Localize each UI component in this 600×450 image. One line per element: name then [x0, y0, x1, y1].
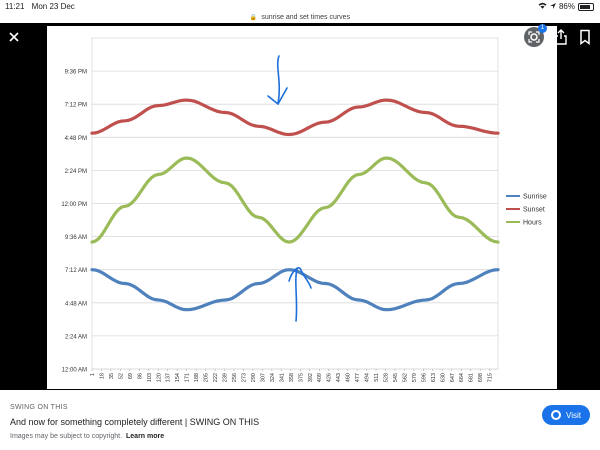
- y-tick-label: 2:24 PM: [65, 169, 87, 175]
- close-button[interactable]: [7, 30, 21, 44]
- source-name[interactable]: SWING ON THIS: [10, 404, 68, 411]
- share-icon: [555, 29, 567, 45]
- x-tick-label: 120: [156, 373, 162, 382]
- globe-icon: [551, 410, 562, 420]
- x-tick-label: 528: [384, 373, 390, 382]
- x-tick-label: 613: [431, 373, 437, 382]
- copyright-text: Images may be subject to copyright.: [10, 433, 123, 440]
- x-tick-label: 698: [478, 373, 484, 382]
- x-tick-label: 188: [194, 373, 200, 382]
- x-tick-label: 290: [251, 373, 257, 382]
- chart-image: 12:00 AM 2:24 AM 4:48 AM 7:12 AM 9:36 AM 12:0…: [47, 26, 557, 389]
- image-info-panel: SWING ON THIS And now for something comp…: [0, 390, 600, 450]
- x-tick-label: 18: [99, 373, 105, 379]
- x-tick-label: 69: [128, 373, 134, 379]
- visit-label: Visit: [566, 410, 581, 420]
- lock-icon: 🔒: [249, 15, 258, 21]
- lens-button[interactable]: 1: [524, 24, 547, 47]
- x-tick-label: 545: [393, 373, 399, 382]
- series-line-sunrise: [90, 268, 500, 312]
- x-tick-label: 426: [327, 373, 333, 382]
- x-tick-label: 86: [137, 373, 143, 379]
- x-tick-label: 443: [336, 373, 342, 382]
- share-button[interactable]: [554, 29, 568, 45]
- image-title[interactable]: And now for something completely differe…: [10, 417, 260, 427]
- y-tick-label: 9:36 PM: [65, 70, 87, 76]
- bookmark-icon: [580, 29, 590, 45]
- y-tick-label: 4:48 AM: [65, 301, 87, 307]
- x-tick-label: 307: [260, 373, 266, 382]
- lens-icon: [528, 31, 540, 43]
- x-tick-label: 35: [109, 373, 115, 379]
- y-tick-label: 12:00 PM: [61, 202, 87, 208]
- series-line-hours: [90, 156, 500, 244]
- x-tick-label: 273: [241, 373, 247, 382]
- x-tick-label: 205: [204, 373, 210, 382]
- battery-icon: [578, 2, 594, 11]
- x-tick-label: 494: [365, 373, 371, 382]
- wifi-icon: [538, 2, 547, 11]
- x-tick-label: 460: [346, 373, 352, 382]
- x-tick-label: 171: [185, 373, 191, 382]
- location-icon: [549, 2, 556, 11]
- line-chart: 12:00 AM 2:24 AM 4:48 AM 7:12 AM 9:36 AM 12:0…: [61, 37, 547, 382]
- legend-label-hours: Hours: [523, 220, 542, 227]
- series-line-sunset: [90, 98, 500, 137]
- battery-percent: 86%: [558, 2, 575, 11]
- x-tick-label: 715: [488, 373, 494, 382]
- url-bar[interactable]: 🔒 sunrise and set times curves: [0, 12, 600, 24]
- x-tick-label: 239: [223, 373, 229, 382]
- x-tick-label: 154: [175, 373, 181, 382]
- x-tick-label: 392: [308, 373, 314, 382]
- x-tick-label: 664: [459, 373, 465, 382]
- close-icon: [9, 32, 19, 42]
- annotation-arrow-up: [288, 266, 312, 322]
- visit-button[interactable]: Visit: [542, 405, 590, 425]
- legend-label-sunrise: Sunrise: [523, 194, 547, 201]
- image-viewer: 12:00 AM 2:24 AM 4:48 AM 7:12 AM 9:36 AM 12:0…: [0, 23, 600, 390]
- x-tick-label: 324: [270, 373, 276, 382]
- x-tick-label: 409: [317, 373, 323, 382]
- x-tick-label: 579: [412, 373, 418, 382]
- y-tick-label: 2:24 AM: [65, 334, 87, 340]
- y-tick-label: 12:00 AM: [62, 368, 87, 374]
- y-tick-label: 7:12 PM: [65, 103, 87, 109]
- x-tick-label: 137: [166, 373, 172, 382]
- x-tick-label: 375: [298, 373, 304, 382]
- x-tick-label: 1: [90, 373, 96, 376]
- x-tick-label: 103: [147, 373, 153, 382]
- url-text: sunrise and set times curves: [261, 14, 351, 21]
- x-tick-label: 256: [232, 373, 238, 382]
- x-tick-label: 562: [402, 373, 408, 382]
- status-bar: 11:21 Mon 23 Dec 86%: [0, 0, 600, 14]
- copyright-notice: Images may be subject to copyright. Lear…: [10, 433, 164, 440]
- x-tick-label: 341: [279, 373, 285, 382]
- lens-badge: 1: [538, 24, 547, 33]
- x-tick-label: 596: [421, 373, 427, 382]
- y-tick-label: 4:48 PM: [65, 136, 87, 142]
- x-tick-label: 647: [450, 373, 456, 382]
- legend-label-sunset: Sunset: [523, 207, 545, 214]
- x-tick-label: 52: [118, 373, 124, 379]
- x-tick-label: 630: [440, 373, 446, 382]
- status-date: Mon 23 Dec: [31, 2, 75, 11]
- y-tick-label: 7:12 AM: [65, 268, 87, 274]
- x-tick-label: 358: [289, 373, 295, 382]
- y-tick-label: 9:36 AM: [65, 235, 87, 241]
- status-time: 11:21: [5, 2, 25, 11]
- x-tick-label: 477: [355, 373, 361, 382]
- x-tick-label: 511: [374, 373, 380, 382]
- annotation-arrow-down: [267, 55, 288, 106]
- learn-more-link[interactable]: Learn more: [126, 433, 165, 440]
- bookmark-button[interactable]: [578, 29, 592, 45]
- x-tick-label: 222: [213, 373, 219, 382]
- x-tick-label: 681: [469, 373, 475, 382]
